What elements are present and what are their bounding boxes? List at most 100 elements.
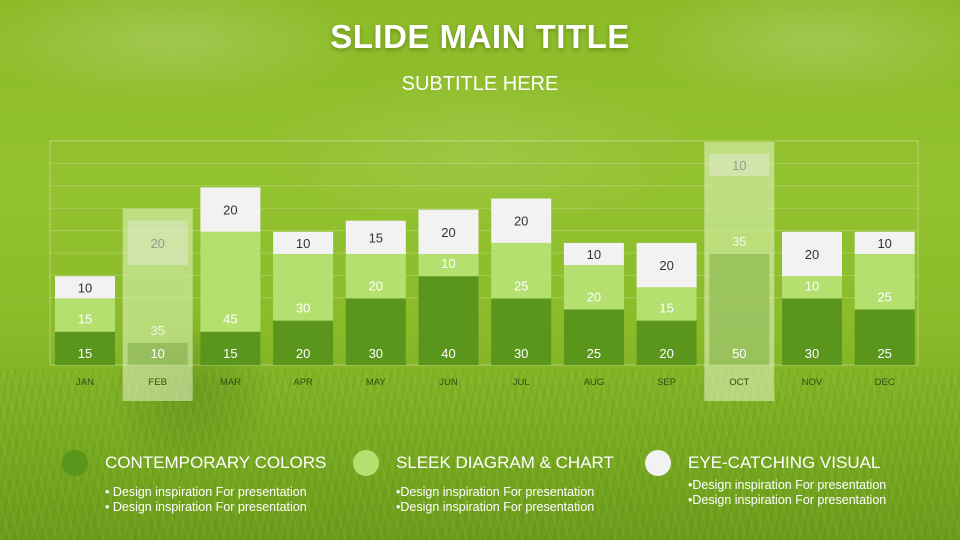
bar-segment-nov-0: [782, 298, 842, 365]
highlight-column-oct: [704, 142, 775, 401]
bar-segment-mar-1: [200, 231, 261, 332]
bar-segment-oct-2: [709, 154, 770, 177]
data-label-oct-2: 10: [732, 158, 746, 173]
legend-line: •Design inspiration For presentation: [396, 485, 595, 499]
bar-segment-feb-1: [127, 265, 188, 343]
data-label-nov-1: 10: [805, 278, 819, 293]
x-tick-label-feb: FEB: [148, 377, 166, 388]
legend-dot-mid: [353, 450, 379, 476]
bar-segment-jul-1: [491, 242, 552, 299]
x-tick-label-apr: APR: [293, 377, 313, 388]
bar-segment-sep-0: [636, 320, 697, 365]
bar-segment-feb-0: [127, 342, 188, 365]
bar-segment-may-1: [345, 254, 406, 299]
x-tick-label-jun: JUN: [439, 377, 458, 388]
data-label-may-1: 20: [369, 278, 383, 293]
bar-segment-apr-2: [273, 231, 334, 254]
data-label-aug-0: 25: [587, 346, 601, 361]
bar-segment-jul-0: [491, 298, 552, 365]
bar-segment-aug-0: [563, 309, 624, 365]
bar-segment-sep-2: [636, 242, 697, 288]
bar-segment-apr-1: [273, 254, 334, 321]
x-tick-label-jan: JAN: [76, 377, 94, 388]
data-label-apr-1: 30: [296, 301, 310, 316]
bar-segment-jun-1: [418, 254, 479, 277]
slide-title: SLIDE MAIN TITLE: [330, 18, 630, 55]
data-label-sep-2: 20: [659, 258, 673, 273]
data-label-apr-0: 20: [296, 346, 310, 361]
bar-segment-oct-1: [709, 176, 770, 254]
legend-title: CONTEMPORARY COLORS: [105, 453, 327, 472]
x-tick-label-sep: SEP: [657, 377, 676, 388]
data-label-may-0: 30: [369, 346, 383, 361]
bar-segment-jan-2: [55, 276, 115, 299]
highlight-column-feb: [122, 208, 193, 401]
bar-segment-feb-2: [127, 220, 188, 266]
slide-subtitle: SUBTITLE HERE: [401, 73, 559, 95]
bar-segment-jan-1: [55, 298, 115, 332]
data-label-feb-1: 35: [150, 323, 164, 338]
bar-segment-sep-1: [636, 287, 697, 321]
bar-segment-apr-0: [273, 320, 334, 365]
legend-line: • Design inspiration For presentation: [105, 500, 307, 514]
data-label-aug-2: 10: [587, 247, 601, 262]
data-label-aug-1: 20: [587, 290, 601, 305]
x-tick-label-mar: MAR: [220, 377, 241, 388]
data-label-sep-1: 15: [659, 301, 673, 316]
legend-line: • Design inspiration For presentation: [105, 485, 307, 499]
legend-line: •Design inspiration For presentation: [688, 493, 887, 507]
x-tick-label-nov: NOV: [802, 377, 823, 388]
bar-segment-nov-2: [782, 231, 842, 277]
x-tick-label-may: MAY: [366, 377, 387, 388]
data-label-dec-1: 25: [877, 290, 891, 305]
data-label-jun-2: 20: [441, 225, 455, 240]
data-label-mar-1: 45: [223, 312, 237, 327]
data-label-jan-2: 10: [78, 280, 92, 295]
data-label-dec-2: 10: [877, 236, 891, 251]
bar-segment-aug-1: [563, 265, 624, 310]
bar-segment-jan-0: [55, 331, 115, 365]
legend-line: •Design inspiration For presentation: [688, 478, 887, 492]
data-label-apr-2: 10: [296, 236, 310, 251]
data-label-oct-1: 35: [732, 234, 746, 249]
data-label-jul-2: 20: [514, 214, 528, 229]
x-tick-label-aug: AUG: [584, 377, 605, 388]
data-label-nov-2: 20: [805, 247, 819, 262]
bar-segment-jun-0: [418, 276, 479, 365]
x-tick-label-oct: OCT: [729, 377, 749, 388]
data-label-dec-0: 25: [877, 346, 891, 361]
data-label-feb-2: 20: [150, 236, 164, 251]
data-label-jan-0: 15: [78, 346, 92, 361]
legend-dot-dark: [62, 450, 88, 476]
data-label-oct-0: 50: [732, 346, 746, 361]
data-label-jul-0: 30: [514, 346, 528, 361]
bar-segment-mar-2: [200, 187, 261, 232]
data-label-jun-0: 40: [441, 346, 455, 361]
bar-segment-may-0: [345, 298, 406, 365]
data-label-jan-1: 15: [78, 312, 92, 327]
legend-line: •Design inspiration For presentation: [396, 500, 595, 514]
bar-segment-may-2: [345, 220, 406, 254]
x-tick-label-dec: DEC: [875, 377, 895, 388]
bar-segment-dec-1: [854, 254, 915, 310]
bar-segment-aug-2: [563, 242, 624, 266]
legend-dot-light: [645, 450, 671, 476]
bar-segment-dec-0: [854, 309, 915, 365]
data-label-sep-0: 20: [659, 346, 673, 361]
data-label-mar-0: 15: [223, 346, 237, 361]
x-tick-label-jul: JUL: [513, 377, 530, 388]
bar-segment-oct-0: [709, 254, 770, 365]
data-label-feb-0: 10: [150, 346, 164, 361]
bar-segment-mar-0: [200, 331, 261, 365]
data-label-nov-0: 30: [805, 346, 819, 361]
bar-segment-jun-2: [418, 209, 479, 254]
plot-frame: [49, 140, 919, 366]
data-label-may-2: 15: [369, 230, 383, 245]
bar-segment-dec-2: [854, 231, 915, 254]
legend-title: EYE-CATCHING VISUAL: [688, 453, 881, 472]
bar-segment-nov-1: [782, 276, 842, 299]
bar-segment-jul-2: [491, 198, 552, 243]
data-label-jul-1: 25: [514, 278, 528, 293]
data-label-mar-2: 20: [223, 203, 237, 218]
